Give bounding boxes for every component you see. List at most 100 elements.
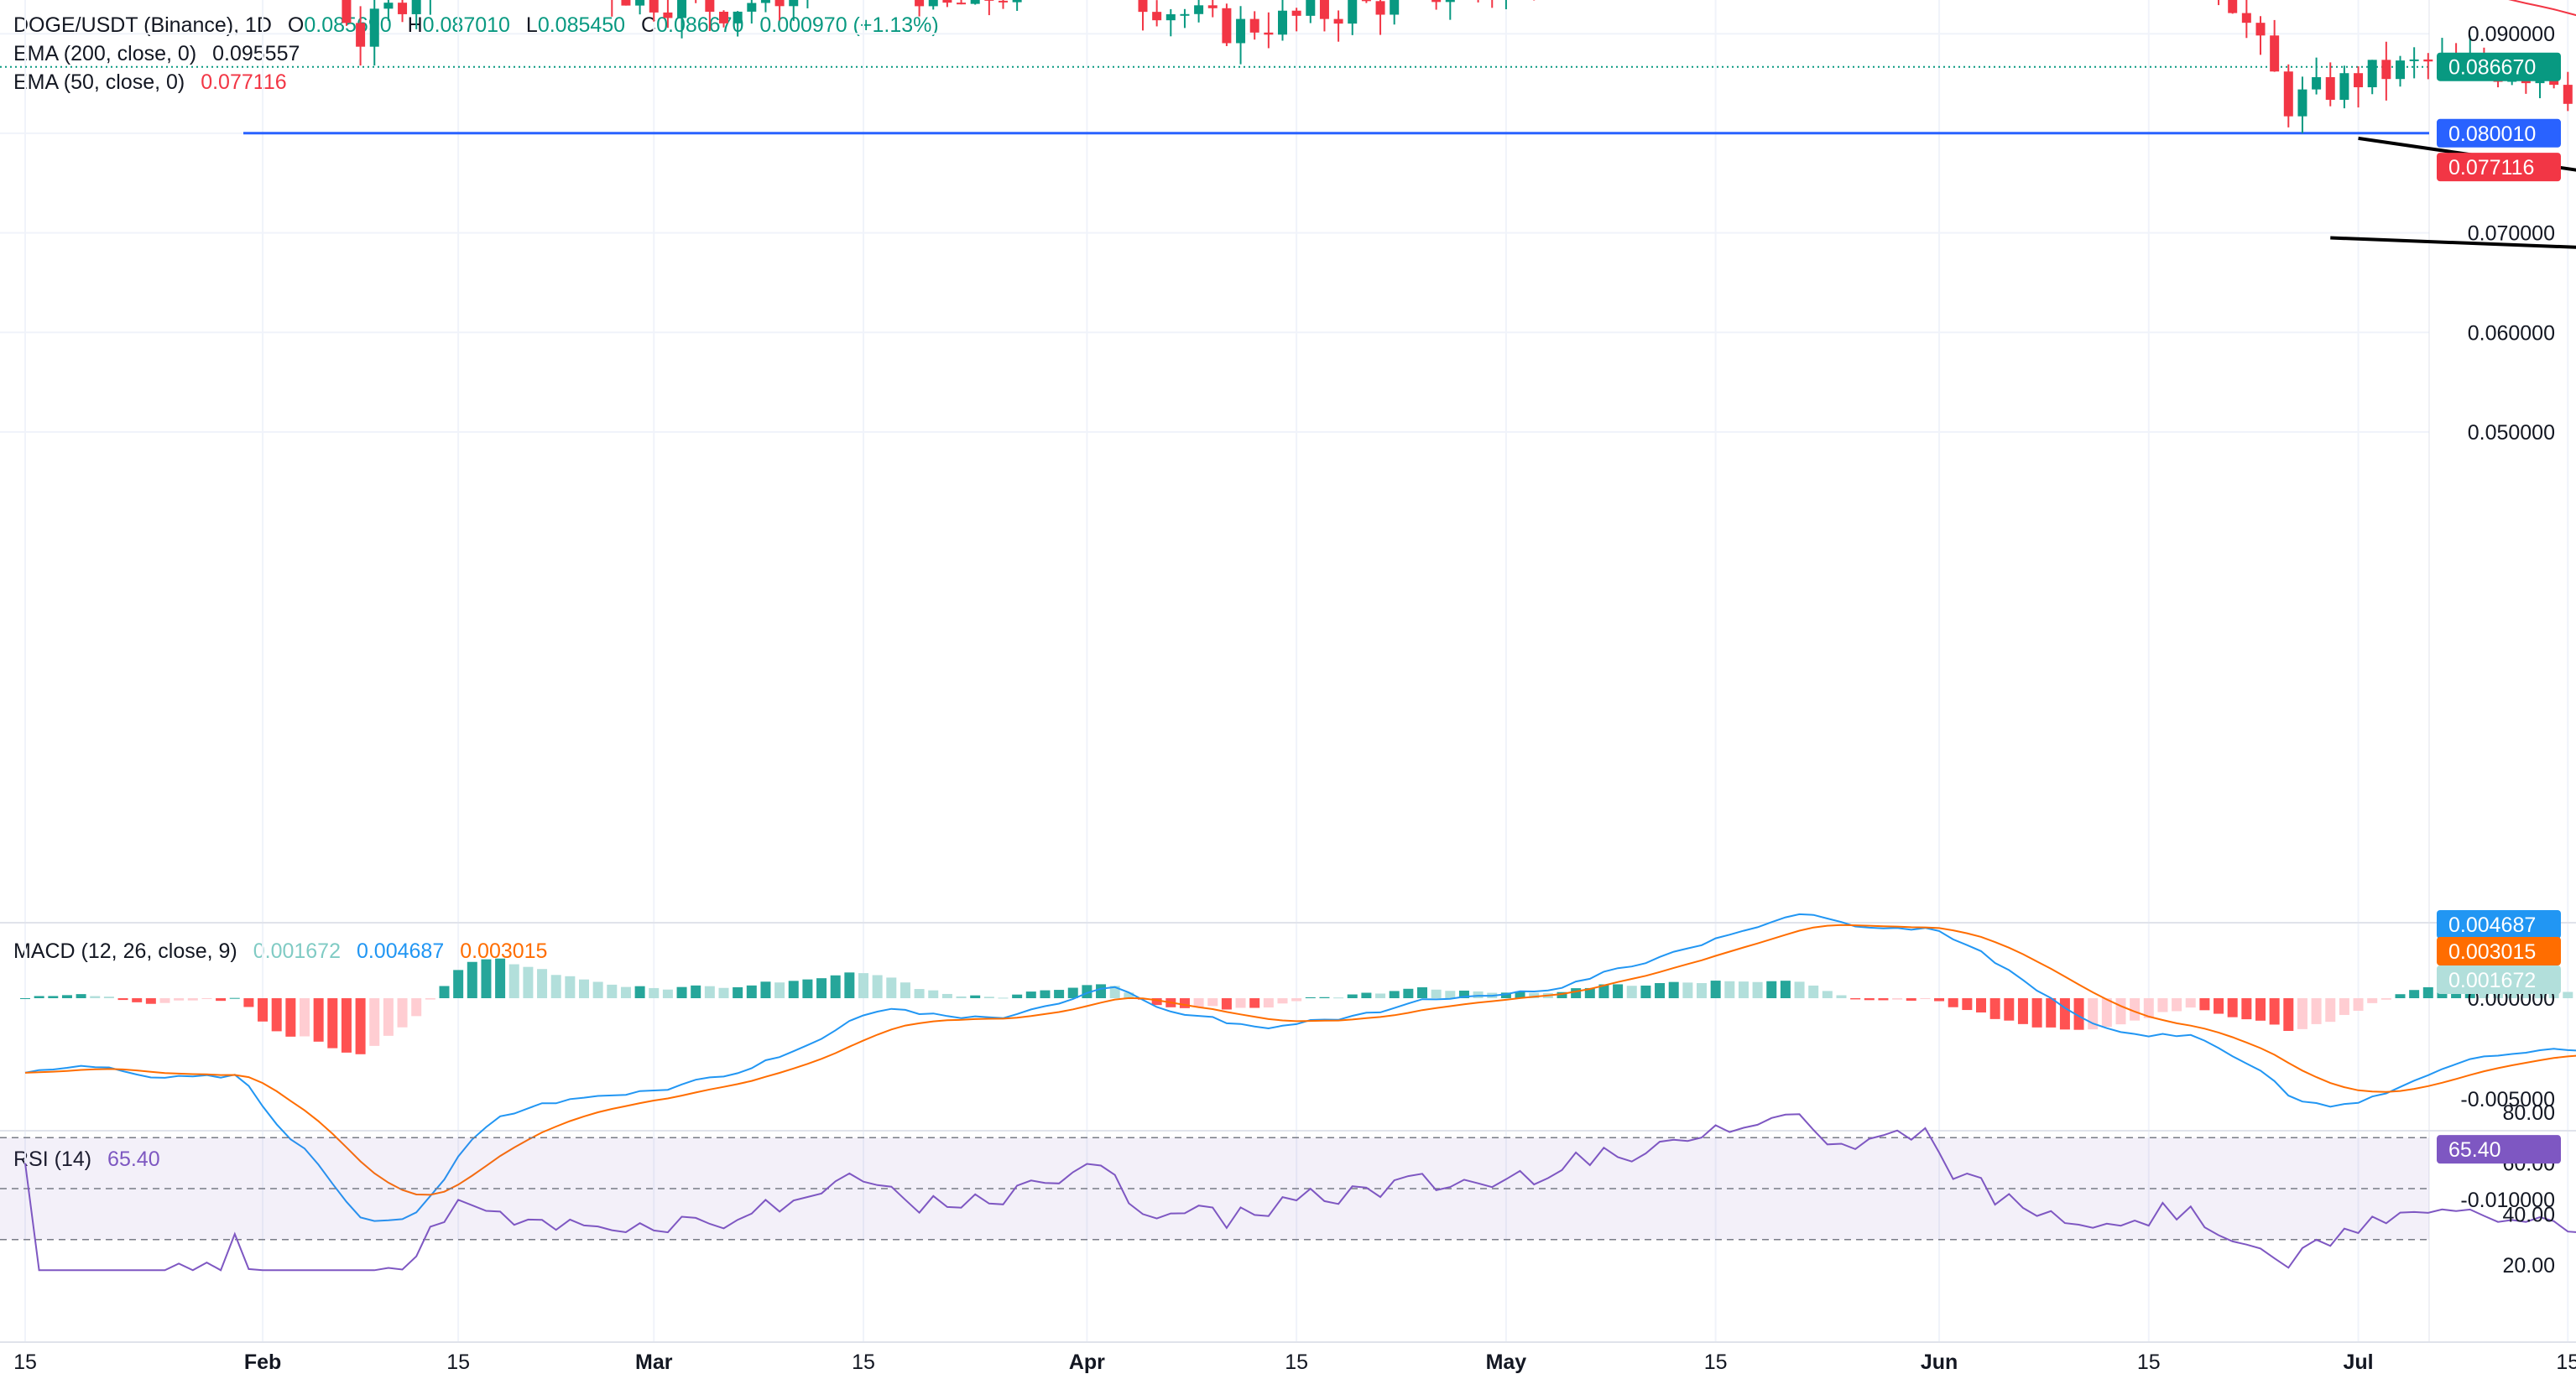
macd-histogram-bar [1822,991,1833,998]
macd-histogram-bar [1124,992,1134,998]
macd-histogram-bar [1780,981,1791,998]
ema-lines [2508,0,2576,17]
macd-histogram-bar [872,975,883,998]
wedge-trendline [2330,236,2576,249]
macd-histogram-bar [2241,998,2252,1020]
macd-histogram-bar [159,998,170,1003]
rsi-tag: 65.40 [2448,1138,2501,1162]
macd-histogram-bar [746,985,757,998]
macd-tag-line-bg [2437,910,2561,939]
candle-body [1194,5,1204,14]
macd-histogram-bar [928,990,939,998]
candle-body [2521,79,2531,84]
candle-body [2409,59,2419,61]
candle-body [1319,0,1329,19]
macd-tag-hist-bg [2437,965,2561,994]
macd-hist-value: 0.001672 [253,939,341,963]
price-tag-ema50-bg [2437,153,2561,182]
macd-histogram-bar [2214,998,2224,1014]
ema50-line [2508,0,2576,17]
candle-body [2283,71,2293,117]
macd-histogram-bar [2199,998,2210,1011]
time-axis-label: 15 [13,1351,37,1374]
candle-body [2325,76,2335,100]
candle-body [2423,59,2433,62]
macd-histogram-bar [1375,993,1386,998]
macd-histogram-bar [2422,986,2433,998]
macd-histogram-bar [788,981,799,998]
time-axis-label: Jul [2343,1351,2373,1374]
candle-body [760,0,770,3]
candle-body [342,0,352,23]
candle-body [999,0,1008,3]
time-axis-label: Apr [1069,1351,1105,1374]
macd-histogram-bar [1417,986,1427,998]
macd-histogram-bar [1557,991,1567,998]
macd-histogram-bar [1878,998,1889,1001]
macd-histogram-bar [90,996,101,998]
macd-histogram-bar [187,998,198,1001]
macd-histogram-bar [216,998,227,1002]
macd-histogram-bar [2185,998,2196,1008]
macd-histogram-bar [704,986,715,998]
macd-histogram-bar [411,998,422,1017]
macd-histogram-bar [1305,997,1316,998]
macd-histogram-bar [1892,998,1903,1000]
macd-histogram-bar [1989,998,2000,1019]
candle-body [1180,13,1190,16]
macd-histogram-bar [1179,998,1190,1008]
rsi-axis-label: 20.00 [2502,1254,2555,1278]
ema50-label: EMA (50, close, 0) [13,70,185,94]
macd-histogram-bar [649,987,660,998]
price-tag-ema50: 0.077116 [2448,156,2534,180]
macd-histogram-bar [117,998,128,1001]
candle-body [789,0,799,7]
macd-histogram-bar [1207,998,1218,1007]
candle-body [957,3,967,5]
macd-histogram-bar [1962,998,1973,1011]
macd-histogram-bar [691,985,701,998]
candle-body [1333,18,1343,24]
macd-histogram-bar [1668,981,1679,998]
macd-histogram-bar [607,984,618,998]
macd-histogram-bar [34,996,44,998]
macd-histogram-bar [145,998,156,1004]
macd-histogram-bar [941,993,952,998]
macd-histogram-bar [1906,998,1916,1001]
ema200-label: EMA (200, close, 0) [13,42,197,65]
macd-histogram-bar [774,982,785,998]
time-axis-label: 15 [1704,1351,1728,1374]
macd-histogram-bar [2325,998,2336,1023]
macd-histogram-bar [1710,981,1721,998]
rsi-axis-label: 40.00 [2502,1203,2555,1226]
macd-histogram-bar [1655,982,1666,998]
candle-body [2228,0,2238,13]
macd-histogram-bar [662,989,673,998]
macd-histogram-bar [1235,998,1246,1008]
macd-tag-hist: 0.001672 [2448,969,2536,992]
rsi-value: 65.40 [107,1148,160,1171]
macd-histogram-bar [1151,998,1162,1006]
candle-body [649,0,659,13]
macd-histogram-bar [1766,981,1777,998]
candle-body [1361,0,1371,2]
candle-body [984,0,994,1]
candle-body [356,23,366,47]
candle-body [2241,13,2251,23]
macd-histogram-bar [983,997,994,998]
candle-body [2255,23,2266,36]
macd-histogram-bar [1361,992,1372,998]
macd-histogram-bar [2073,998,2084,1030]
candle-body [411,0,421,14]
macd-histogram-bar [1934,998,1945,1002]
candle-body [2270,35,2280,72]
candle-body [733,11,743,23]
macd-histogram-bar [1697,982,1707,998]
candle-body [1012,0,1022,3]
macd-histogram-bar [1249,998,1260,1008]
macd-histogram-bar [1920,998,1931,999]
macd-histogram-bar [1096,984,1107,998]
macd-histogram-bar [1333,997,1344,999]
candle-body [663,12,673,18]
